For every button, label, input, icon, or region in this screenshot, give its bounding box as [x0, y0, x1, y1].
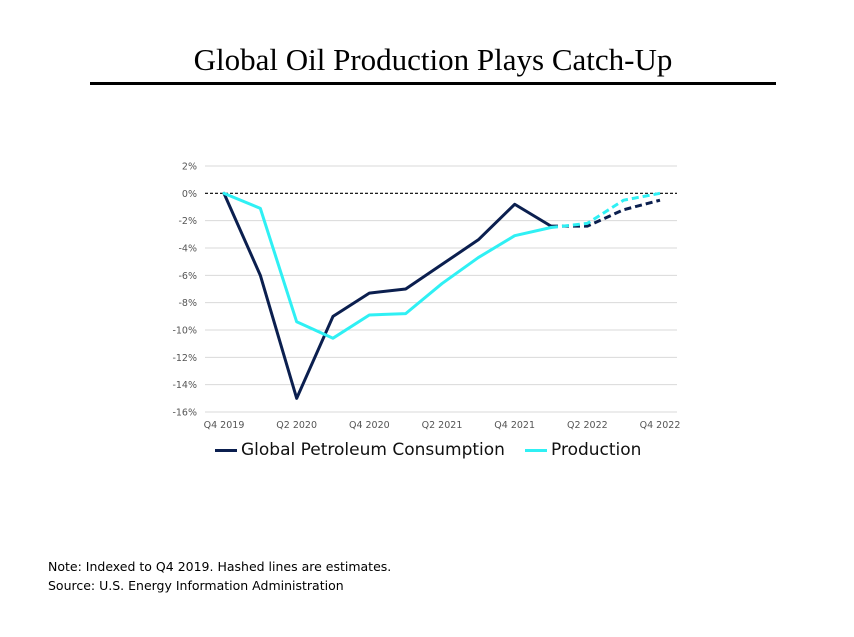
- legend-label-production: Production: [551, 440, 642, 460]
- chart-title: Global Oil Production Plays Catch-Up: [193, 42, 673, 77]
- y-tick-label: -4%: [179, 244, 198, 255]
- source-note: Source: U.S. Energy Information Administ…: [48, 578, 344, 593]
- x-tick-label: Q4 2020: [349, 420, 390, 431]
- gridlines: [205, 165, 677, 413]
- x-axis-ticks: Q4 2019 Q2 2020 Q4 2020 Q2 2021 Q4 2021 Q2 20…: [204, 420, 681, 431]
- footnote: Note: Indexed to Q4 2019. Hashed lines a…: [48, 559, 392, 574]
- series-line-actual: [222, 191, 553, 400]
- series-line-estimate: [551, 198, 661, 228]
- x-tick-label: Q2 2022: [567, 420, 608, 431]
- legend-swatch-consumption: [215, 448, 237, 452]
- y-tick-label: -12%: [172, 353, 197, 364]
- y-tick-label: -16%: [172, 408, 197, 419]
- x-tick-label: Q4 2019: [204, 420, 245, 431]
- y-axis-ticks: 2% 0% -2% -4% -6% -8% -10% -12% -14% -16%: [172, 162, 197, 419]
- legend-label-consumption: Global Petroleum Consumption: [241, 440, 505, 460]
- legend-item-consumption: Global Petroleum Consumption: [215, 440, 505, 460]
- y-tick-label: 0%: [182, 189, 197, 200]
- series-line-estimate: [550, 191, 661, 229]
- line-chart: 2% 0% -2% -4% -6% -8% -10% -12% -14% -16% Q4 2019…: [172, 162, 681, 432]
- title-underline: [90, 82, 776, 85]
- legend-swatch-production: [525, 448, 547, 452]
- x-tick-label: Q4 2021: [494, 420, 535, 431]
- x-tick-label: Q2 2020: [276, 420, 317, 431]
- series-line-actual: [222, 191, 553, 340]
- y-tick-label: -2%: [179, 216, 198, 227]
- y-tick-label: 2%: [182, 162, 197, 173]
- y-tick-label: -6%: [179, 271, 198, 282]
- legend-item-production: Production: [525, 440, 641, 460]
- x-tick-label: Q4 2022: [640, 420, 681, 431]
- series-lines: [222, 191, 661, 400]
- y-tick-label: -10%: [172, 326, 197, 337]
- y-tick-label: -14%: [172, 380, 197, 391]
- x-tick-label: Q2 2021: [422, 420, 463, 431]
- y-tick-label: -8%: [179, 298, 198, 309]
- legend: Global Petroleum Consumption Production: [0, 440, 854, 466]
